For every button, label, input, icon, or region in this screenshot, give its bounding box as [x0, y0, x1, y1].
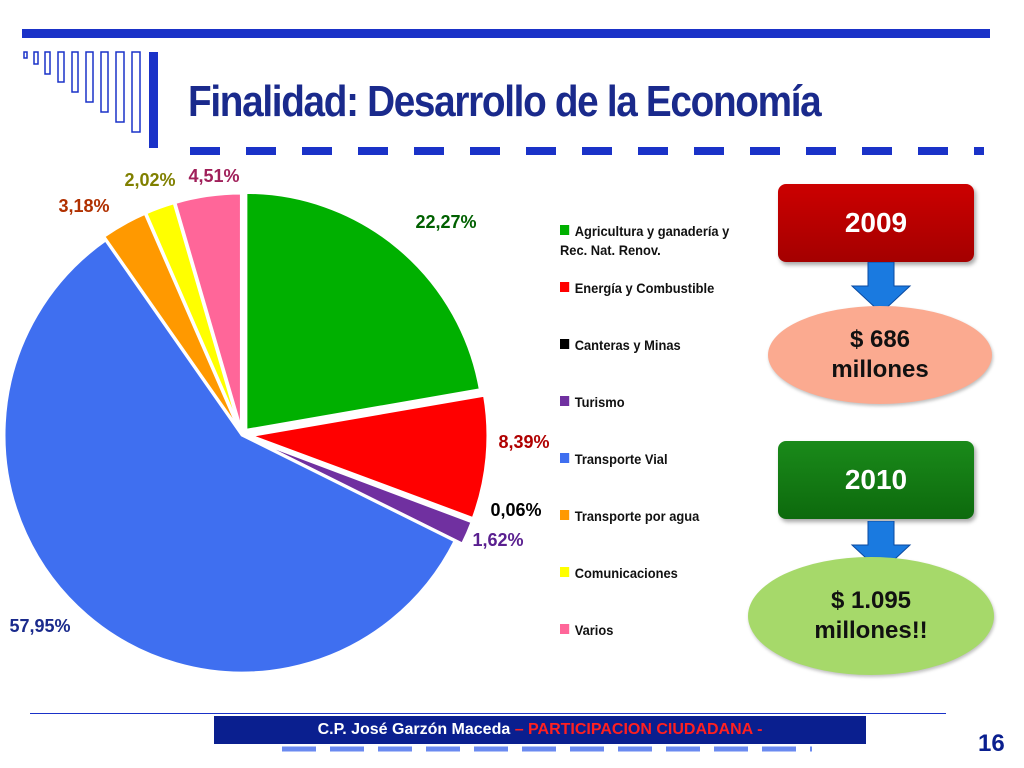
slide-title: Finalidad: Desarrollo de la Economía — [188, 77, 822, 126]
legend-label: Comunicaciones — [574, 565, 678, 581]
footer-author: C.P. José Garzón Maceda — [317, 721, 511, 738]
legend-label: Energía y Combustible — [574, 280, 715, 296]
legend-swatch — [560, 453, 570, 464]
legend-label: Canteras y Minas — [574, 337, 681, 353]
pie-slice — [244, 393, 490, 521]
pie-slice — [244, 190, 483, 433]
slice-label: 22,27% — [415, 212, 476, 232]
legend-label: Transporte por agua — [574, 508, 700, 524]
top-rule — [22, 29, 990, 38]
dashed-rule — [190, 147, 984, 155]
legend-item: Transporte Vial — [560, 450, 753, 469]
amount-unit: millones — [831, 356, 929, 383]
amount-2010: $ 1.095 millones!! — [748, 557, 994, 675]
footer-rule — [30, 713, 946, 714]
legend-swatch — [560, 624, 570, 635]
legend-label: Varios — [574, 622, 614, 638]
legend-label: Turismo — [574, 394, 625, 410]
legend-swatch — [560, 225, 570, 236]
legend-label: Agricultura y ganadería y Rec. Nat. Reno… — [560, 223, 730, 258]
decorative-bars — [23, 51, 158, 148]
amount-unit: millones!! — [814, 617, 928, 644]
slice-label: 8,39% — [498, 432, 549, 452]
legend-swatch — [560, 567, 570, 578]
footer-banner: C.P. José Garzón Maceda – PARTICIPACION … — [214, 716, 866, 744]
year-box-2009: 2009 — [778, 184, 974, 262]
pie-slice — [173, 191, 243, 432]
legend-item: Agricultura y ganadería y Rec. Nat. Reno… — [560, 222, 753, 260]
legend-swatch — [560, 339, 570, 350]
legend-item: Canteras y Minas — [560, 336, 753, 355]
slice-label: 1,62% — [472, 530, 523, 550]
legend-item: Varios — [560, 621, 753, 640]
year-box-2010: 2010 — [778, 441, 974, 519]
slice-label: 0,06% — [490, 500, 541, 520]
footer-dashes — [282, 746, 812, 752]
arrow-down-icon — [850, 262, 912, 314]
slice-label: 3,18% — [58, 196, 109, 216]
legend-item: Comunicaciones — [560, 564, 753, 583]
legend-swatch — [560, 396, 570, 407]
legend-item: Transporte por agua — [560, 507, 753, 526]
slice-label: 2,02% — [124, 170, 175, 190]
legend-label: Transporte Vial — [574, 451, 668, 467]
amount-value: $ 1.095 — [830, 587, 912, 614]
legend-item: Turismo — [560, 393, 753, 412]
pie-chart: 22,27% 8,39% 0,06% 1,62% 57,95% 3,18% 2,02% 4,5… — [2, 166, 550, 675]
slice-label: 57,95% — [9, 616, 70, 636]
amount-value: $ 686 — [849, 326, 911, 353]
pie-slice — [2, 237, 458, 675]
footer-program: – PARTICIPACION CIUDADANA - — [510, 721, 763, 738]
legend-swatch — [560, 282, 570, 293]
slice-label: 4,51% — [188, 166, 239, 186]
legend-swatch — [560, 510, 570, 521]
legend-item: Energía y Combustible — [560, 279, 753, 298]
page-number: 16 — [978, 730, 1005, 757]
amount-2009: $ 686 millones — [768, 306, 992, 404]
